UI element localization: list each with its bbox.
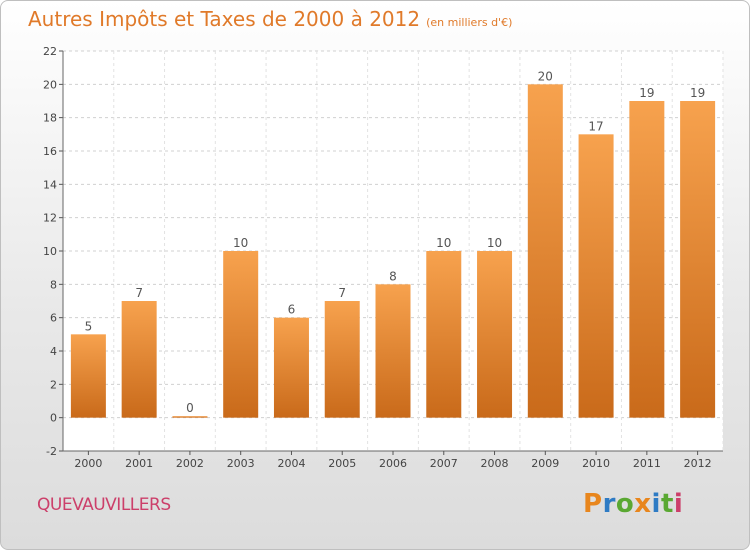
y-tick-label: 12	[43, 212, 57, 225]
logo-letter: r	[602, 489, 616, 519]
y-tick-label: 22	[43, 45, 57, 58]
y-tick-label: 6	[50, 312, 57, 325]
x-tick-label: 2008	[481, 457, 509, 470]
y-tick-label: 18	[43, 112, 57, 125]
logo-letter: t	[660, 489, 674, 519]
y-tick-label: 10	[43, 245, 57, 258]
bar	[680, 101, 716, 418]
bar	[121, 301, 157, 418]
bar-value-label: 0	[186, 401, 194, 415]
proxiti-logo: Proxiti	[583, 489, 683, 519]
bar	[629, 101, 665, 418]
bar-value-label: 6	[288, 303, 296, 317]
logo-letter: x	[634, 489, 652, 519]
city-name: QUEVAUVILLERS	[37, 495, 171, 515]
x-tick-label: 2002	[176, 457, 204, 470]
chart-title-text: Autres Impôts et Taxes de 2000 à 2012	[28, 7, 421, 31]
bar-value-label: 5	[85, 319, 93, 333]
x-tick-label: 2011	[633, 457, 661, 470]
bar	[375, 284, 411, 418]
bar-value-label: 19	[690, 86, 705, 100]
bar	[426, 251, 462, 418]
y-tick-label: 8	[50, 278, 57, 291]
bar	[578, 134, 614, 418]
x-tick-label: 2009	[531, 457, 559, 470]
logo-letter: o	[615, 489, 635, 519]
x-tick-label: 2003	[227, 457, 255, 470]
bar-value-label: 10	[233, 236, 248, 250]
x-tick-label: 2005	[328, 457, 356, 470]
bar	[172, 416, 208, 418]
bar-value-label: 8	[389, 269, 397, 283]
y-tick-label: -2	[46, 445, 57, 458]
x-tick-label: 2004	[277, 457, 305, 470]
y-tick-label: 2	[50, 378, 57, 391]
y-tick-label: 0	[50, 412, 57, 425]
bar-value-label: 17	[588, 119, 603, 133]
x-tick-label: 2012	[684, 457, 712, 470]
bar-value-label: 10	[436, 236, 451, 250]
bar-value-label: 7	[135, 286, 143, 300]
bar	[223, 251, 259, 418]
x-tick-label: 2001	[125, 457, 153, 470]
chart-title: Autres Impôts et Taxes de 2000 à 2012 (en…	[28, 7, 512, 31]
bar	[527, 84, 563, 418]
y-tick-label: 4	[50, 345, 57, 358]
bar	[273, 317, 309, 418]
y-tick-label: 14	[43, 178, 57, 191]
x-tick-label: 2010	[582, 457, 610, 470]
bar	[70, 334, 106, 418]
x-tick-label: 2006	[379, 457, 407, 470]
logo-letter: i	[651, 489, 661, 519]
bar	[477, 251, 513, 418]
chart-unit: (en milliers d'€)	[426, 16, 513, 29]
logo-letter: P	[583, 489, 603, 519]
bar-value-label: 10	[487, 236, 502, 250]
y-tick-label: 20	[43, 78, 57, 91]
y-tick-label: 16	[43, 145, 57, 158]
x-tick-label: 2000	[74, 457, 102, 470]
bar-value-label: 19	[639, 86, 654, 100]
x-tick-label: 2007	[430, 457, 458, 470]
bar-value-label: 20	[538, 69, 553, 83]
bar-value-label: 7	[338, 286, 346, 300]
logo-letter: i	[673, 489, 684, 519]
bar	[324, 301, 360, 418]
